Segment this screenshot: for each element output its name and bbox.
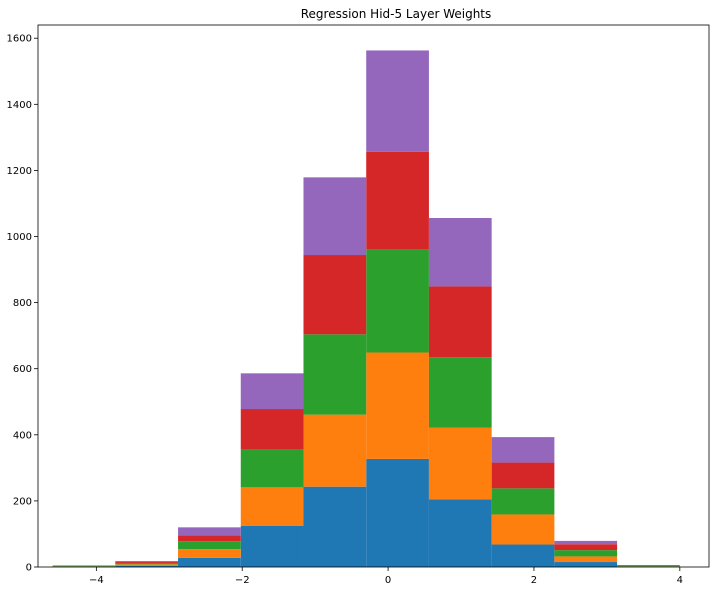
bar-series3-bin4 <box>303 255 367 335</box>
bar-series2-bin6 <box>428 357 492 428</box>
y-tick-label: 1400 <box>7 100 32 111</box>
bar-series4-bin5 <box>366 50 429 152</box>
bar-series3-bin8 <box>554 544 618 551</box>
y-tick-label: 800 <box>13 298 32 309</box>
bar-series4-bin1 <box>115 561 179 563</box>
bar-series3-bin7 <box>491 462 555 489</box>
bar-series1-bin8 <box>554 556 618 563</box>
y-tick-label: 1000 <box>7 232 32 243</box>
bar-series3-bin3 <box>240 409 304 450</box>
bar-series1-bin2 <box>178 549 241 558</box>
bar-series4-bin6 <box>428 218 492 287</box>
y-tick-label: 1600 <box>7 34 32 45</box>
bar-series0-bin2 <box>178 557 241 567</box>
y-tick-label: 200 <box>13 496 32 507</box>
x-tick-label: 0 <box>385 575 391 586</box>
bar-series1-bin6 <box>428 427 492 500</box>
bar-series2-bin3 <box>240 449 304 488</box>
x-tick-label: −4 <box>89 575 104 586</box>
bar-series0-bin8 <box>554 562 618 567</box>
bar-series3-bin2 <box>178 535 241 542</box>
x-tick-label: 4 <box>677 575 683 586</box>
bar-series0-bin3 <box>240 525 304 567</box>
bar-series4-bin3 <box>240 373 304 410</box>
bar-series0-bin7 <box>491 544 555 567</box>
bar-series1-bin7 <box>491 514 555 545</box>
bar-series3-bin5 <box>366 151 429 250</box>
x-tick-label: −2 <box>235 575 250 586</box>
axes-layer: −4 −2 0 2 4 0 200 400 600 800 1000 1200 1400 1600 <box>7 24 710 586</box>
bar-series1-bin1 <box>115 564 179 566</box>
bar-series0-bin5 <box>366 458 429 567</box>
bar-series2-bin7 <box>491 488 555 515</box>
bars-layer <box>52 50 680 567</box>
bar-series2-bin2 <box>178 541 241 550</box>
chart-title: Regression Hid-5 Layer Weights <box>301 7 492 21</box>
y-tick-label: 1200 <box>7 166 32 177</box>
bar-series2-bin5 <box>366 249 429 353</box>
bar-series2-bin8 <box>554 550 618 557</box>
bar-series4-bin2 <box>178 527 241 536</box>
bar-series4-bin8 <box>554 540 618 545</box>
bar-series0-bin6 <box>428 499 492 567</box>
bar-series1-bin3 <box>240 487 304 526</box>
y-tick-label: 400 <box>13 430 32 441</box>
x-tick-label: 2 <box>531 575 537 586</box>
bar-series4-bin7 <box>491 437 555 463</box>
bar-series3-bin9 <box>617 565 680 567</box>
plot-frame <box>37 24 710 568</box>
bar-series2-bin4 <box>303 334 367 415</box>
bar-series3-bin6 <box>428 286 492 358</box>
bar-series4-bin4 <box>303 177 367 256</box>
bar-series1-bin5 <box>366 352 429 459</box>
bar-series1-bin4 <box>303 414 367 487</box>
bar-series0-bin1 <box>115 565 179 567</box>
bar-series3-bin1 <box>115 562 179 564</box>
bar-series0-bin4 <box>303 486 367 567</box>
y-tick-label: 600 <box>13 364 32 375</box>
bar-series2-bin1 <box>115 563 179 565</box>
y-tick-label: 0 <box>26 563 32 574</box>
